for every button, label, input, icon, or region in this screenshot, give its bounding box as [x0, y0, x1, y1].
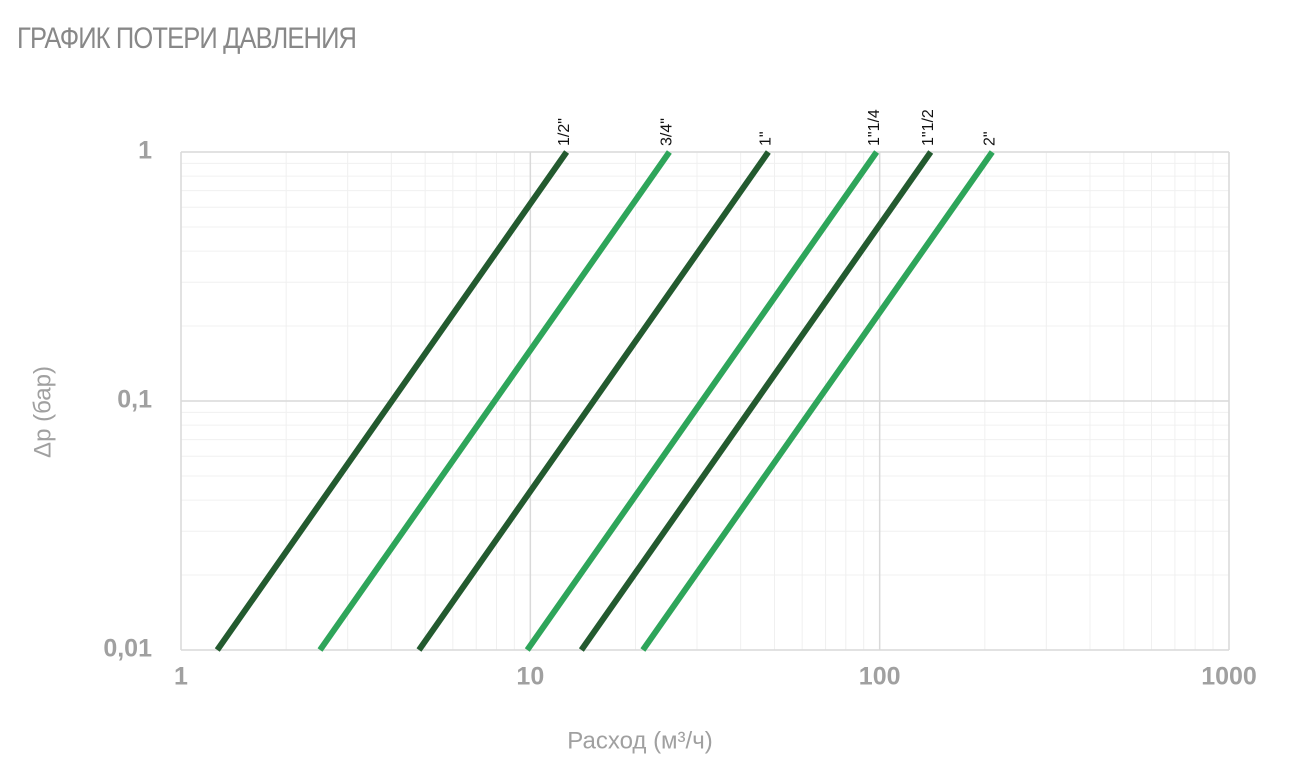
x-tick-label: 100 — [859, 663, 901, 691]
series-label: 2" — [981, 131, 998, 146]
y-tick-label: 0,1 — [117, 386, 152, 414]
series-line — [416, 150, 771, 652]
x-axis-label: Расход (м³/ч) — [567, 727, 712, 754]
x-tick-label: 1 — [174, 663, 188, 691]
y-tick-label: 0,01 — [103, 635, 152, 663]
series-label: 1"1/4 — [866, 109, 883, 146]
chart-title: ГРАФИК ПОТЕРИ ДАВЛЕНИЯ — [17, 21, 356, 54]
series-line — [214, 150, 570, 652]
y-tick-label: 1 — [138, 137, 152, 165]
series-label: 1"1/2 — [920, 109, 937, 146]
series-label: 1" — [758, 131, 775, 146]
x-tick-label: 1000 — [1201, 663, 1257, 691]
x-tick-label: 10 — [516, 663, 544, 691]
series-line — [524, 150, 880, 652]
series-line — [578, 150, 934, 652]
series-line — [640, 150, 995, 652]
series-label: 3/4" — [659, 118, 676, 146]
y-axis-label: Δp (бар) — [29, 366, 56, 458]
series-line — [317, 150, 672, 652]
series-label: 1/2" — [556, 118, 573, 146]
